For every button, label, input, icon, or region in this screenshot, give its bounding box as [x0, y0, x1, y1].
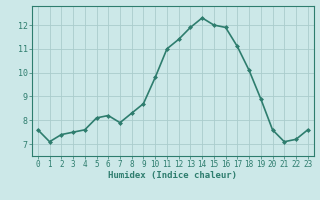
X-axis label: Humidex (Indice chaleur): Humidex (Indice chaleur): [108, 171, 237, 180]
